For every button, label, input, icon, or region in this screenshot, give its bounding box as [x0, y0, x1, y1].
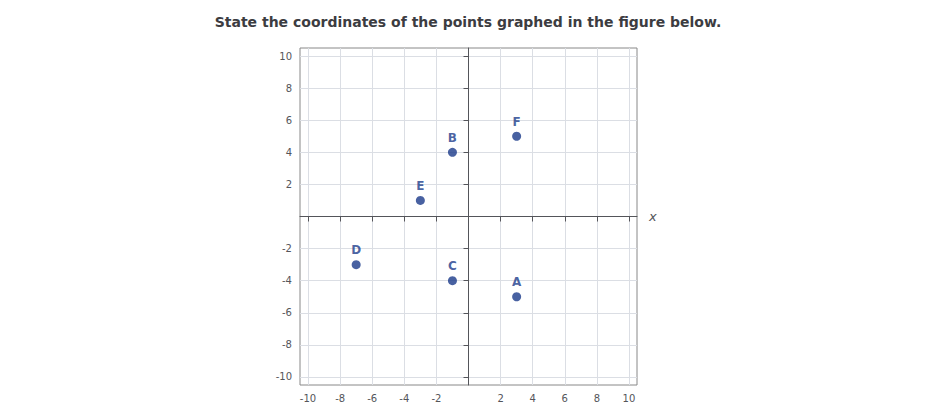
- svg-text:8: 8: [286, 83, 292, 94]
- svg-text:-8: -8: [335, 393, 345, 404]
- svg-text:-6: -6: [367, 393, 377, 404]
- svg-text:6: 6: [286, 115, 292, 126]
- svg-text:F: F: [513, 115, 521, 129]
- svg-text:4: 4: [530, 393, 536, 404]
- svg-text:E: E: [416, 179, 424, 193]
- svg-text:C: C: [448, 259, 457, 273]
- svg-text:2: 2: [286, 179, 292, 190]
- svg-text:B: B: [448, 131, 457, 145]
- svg-text:-10: -10: [300, 393, 316, 404]
- svg-text:2: 2: [497, 393, 503, 404]
- svg-text:-6: -6: [282, 307, 292, 318]
- svg-text:-2: -2: [282, 243, 292, 254]
- svg-text:10: 10: [623, 393, 636, 404]
- svg-text:8: 8: [594, 393, 600, 404]
- svg-text:-8: -8: [282, 339, 292, 350]
- svg-text:A: A: [512, 275, 522, 289]
- svg-text:10: 10: [279, 51, 292, 62]
- svg-text:4: 4: [286, 147, 292, 158]
- svg-text:State the coordinates of the p: State the coordinates of the points grap…: [215, 14, 722, 30]
- svg-text:-10: -10: [276, 371, 292, 382]
- svg-text:-2: -2: [431, 393, 441, 404]
- svg-text:-4: -4: [282, 275, 292, 286]
- svg-text:D: D: [351, 243, 361, 257]
- svg-text:x: x: [648, 209, 657, 224]
- svg-text:6: 6: [562, 393, 568, 404]
- svg-text:-4: -4: [399, 393, 409, 404]
